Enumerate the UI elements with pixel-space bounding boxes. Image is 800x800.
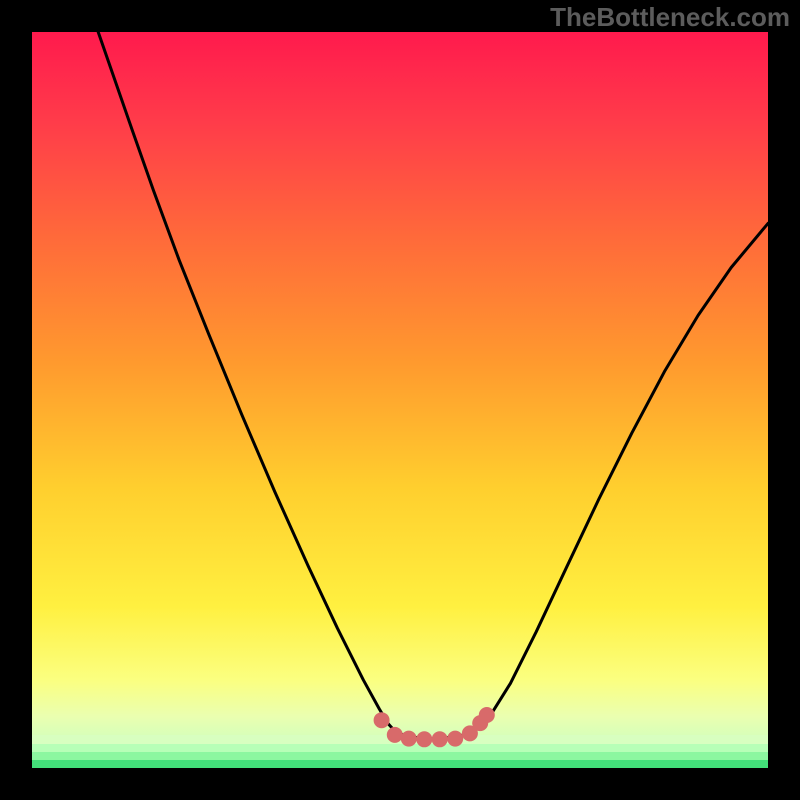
plot-area [32, 32, 768, 768]
bottleneck-curve [98, 32, 768, 739]
bottom-marker-dot [387, 727, 403, 743]
bottom-marker-dot [401, 731, 417, 747]
canvas: TheBottleneck.com [0, 0, 800, 800]
curve-layer [32, 32, 768, 768]
watermark-text: TheBottleneck.com [550, 2, 790, 33]
bottom-marker-dot [432, 731, 448, 747]
bottom-marker-dot [416, 731, 432, 747]
bottom-marker-dot [479, 707, 495, 723]
bottom-marker-dot [447, 731, 463, 747]
bottom-marker-dot [374, 712, 390, 728]
